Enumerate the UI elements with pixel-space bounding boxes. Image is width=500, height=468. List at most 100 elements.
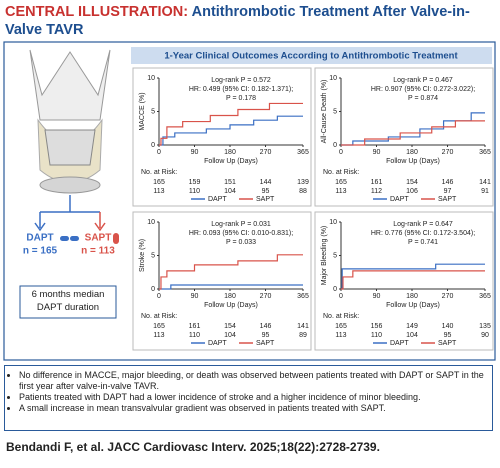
legend-label: SAPT (256, 340, 275, 347)
km-line (159, 115, 303, 146)
km-line (341, 112, 485, 146)
bullet: Patients treated with DAPT had a lower i… (19, 392, 488, 403)
risk-count: 151 (224, 179, 236, 186)
risk-count: 95 (444, 332, 452, 339)
risk-count: 139 (297, 179, 309, 186)
risk-count: 144 (260, 179, 272, 186)
valve-illustration (19, 49, 119, 319)
x-tick-label: 90 (373, 149, 381, 156)
chart-panel (314, 67, 494, 207)
annotation: P = 0.741 (408, 239, 438, 246)
km-line (159, 254, 303, 290)
risk-count: 95 (262, 188, 270, 195)
km-line (159, 102, 303, 146)
y-axis-label: MACCE (%) (139, 92, 146, 130)
x-axis-label: Follow Up (Days) (204, 302, 258, 309)
risk-count: 156 (371, 323, 383, 330)
y-tick-label: 5 (333, 252, 337, 259)
risk-count: 89 (299, 332, 307, 339)
annotation: HR: 0.776 (95% CI: 0.172-3.504); (371, 230, 475, 237)
risk-count: 112 (371, 188, 382, 195)
risk-count: 113 (335, 332, 346, 339)
x-tick-label: 365 (297, 293, 309, 300)
risk-count: 161 (371, 179, 383, 186)
risk-count: 88 (299, 188, 307, 195)
group-n: n = 165 (23, 246, 58, 257)
risk-table-title: No. at Risk: (323, 169, 359, 176)
bullets-box: No difference in MACCE, major bleeding, … (4, 365, 493, 431)
y-axis-label: Major Bleeding (%) (321, 226, 328, 286)
risk-count: 141 (479, 179, 491, 186)
x-tick-label: 90 (373, 293, 381, 300)
risk-count: 141 (297, 323, 309, 330)
risk-table-title: No. at Risk: (141, 169, 177, 176)
panel-title-bar (131, 47, 492, 64)
y-tick-label: 10 (329, 219, 337, 226)
group-name: DAPT (26, 233, 53, 244)
x-tick-label: 90 (191, 149, 199, 156)
risk-count: 135 (479, 323, 491, 330)
risk-count: 113 (335, 188, 346, 195)
x-tick-label: 180 (224, 149, 236, 156)
legend-label: DAPT (208, 196, 227, 203)
risk-count: 154 (224, 323, 236, 330)
risk-count: 146 (442, 179, 454, 186)
x-axis-label: Follow Up (Days) (386, 302, 440, 309)
risk-count: 140 (442, 323, 454, 330)
risk-count: 159 (189, 179, 201, 186)
annotation: HR: 0.907 (95% CI: 0.272-3.022); (371, 86, 475, 93)
risk-count: 110 (189, 188, 200, 195)
legend-label: SAPT (438, 196, 457, 203)
chart-panel (314, 211, 494, 351)
x-tick-label: 270 (442, 149, 454, 156)
x-tick-label: 365 (479, 293, 491, 300)
bullet: A small increase in mean transvalvular g… (19, 403, 488, 414)
km-line (341, 120, 485, 146)
duration-note: 6 months median DAPT duration (31, 289, 105, 313)
risk-count: 104 (224, 188, 236, 195)
annotation: HR: 0.093 (95% CI: 0.010-0.831); (189, 230, 293, 237)
header: CENTRAL ILLUSTRATION: Antithrombotic Tre… (5, 3, 495, 39)
risk-count: 95 (262, 332, 270, 339)
km-line (341, 270, 485, 290)
legend-label: DAPT (390, 340, 409, 347)
x-tick-label: 270 (260, 293, 272, 300)
legend-label: SAPT (438, 340, 457, 347)
y-tick-label: 0 (151, 286, 155, 293)
annotation: Log-rank P = 0.647 (393, 221, 453, 228)
y-tick-label: 0 (333, 142, 337, 149)
risk-count: 97 (444, 188, 452, 195)
y-tick-label: 10 (147, 219, 155, 226)
chart-panel (132, 67, 312, 207)
risk-count: 165 (153, 179, 165, 186)
risk-count: 146 (260, 323, 272, 330)
y-tick-label: 10 (147, 75, 155, 82)
x-tick-label: 270 (260, 149, 272, 156)
legend-label: SAPT (256, 196, 275, 203)
risk-count: 165 (335, 179, 347, 186)
annotation: P = 0.033 (226, 239, 256, 246)
group-n: n = 113 (81, 246, 115, 257)
main-box (3, 41, 496, 361)
bullet-list: No difference in MACCE, major bleeding, … (5, 370, 488, 414)
risk-count: 149 (406, 323, 418, 330)
risk-count: 165 (153, 323, 165, 330)
y-tick-label: 5 (333, 108, 337, 115)
risk-count: 161 (189, 323, 201, 330)
panel-title: 1-Year Clinical Outcomes According to An… (164, 51, 458, 62)
x-tick-label: 180 (406, 149, 418, 156)
x-axis-label: Follow Up (Days) (204, 158, 258, 165)
annotation: Log-rank P = 0.031 (211, 221, 271, 228)
risk-count: 165 (335, 323, 347, 330)
y-axis-label: All-Cause Death (%) (321, 80, 328, 144)
risk-table-title: No. at Risk: (323, 313, 359, 320)
risk-count: 113 (153, 332, 164, 339)
legend-label: DAPT (208, 340, 227, 347)
risk-count: 154 (406, 179, 418, 186)
y-tick-label: 0 (333, 286, 337, 293)
x-tick-label: 180 (224, 293, 236, 300)
x-tick-label: 90 (191, 293, 199, 300)
x-tick-label: 270 (442, 293, 454, 300)
risk-count: 90 (481, 332, 489, 339)
